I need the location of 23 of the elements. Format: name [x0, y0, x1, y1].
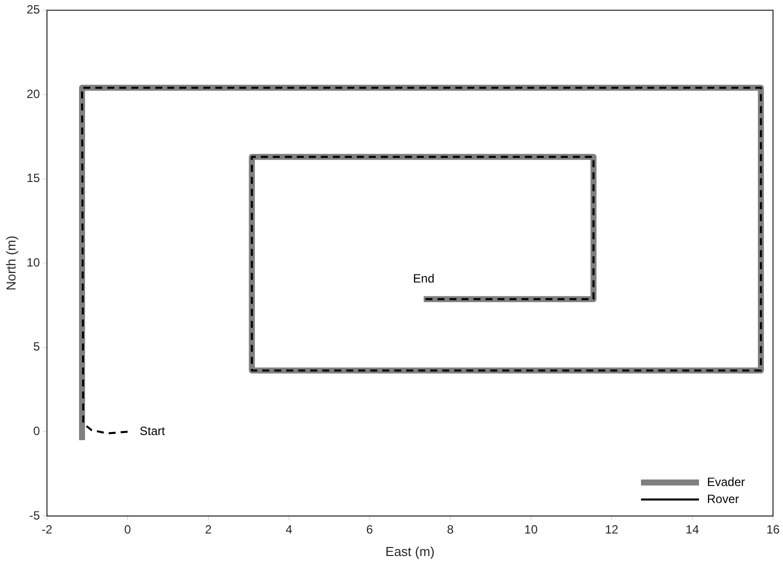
- x-tick-label: 16: [766, 522, 780, 537]
- x-axis-title: East (m): [385, 544, 435, 559]
- legend-label: Evader: [707, 474, 746, 489]
- x-tick-label: 8: [446, 522, 454, 537]
- x-tick-label: 0: [124, 522, 132, 537]
- x-tick-label: 6: [366, 522, 374, 537]
- y-tick-label: 0: [33, 424, 40, 438]
- annotation: Start: [140, 424, 166, 438]
- x-tick-label: 12: [604, 522, 619, 537]
- x-tick-label: -2: [42, 522, 53, 537]
- x-tick-label: 4: [286, 522, 293, 537]
- y-tick-label: 5: [33, 340, 40, 354]
- y-tick-label: 15: [26, 171, 40, 186]
- legend-label: Rover: [707, 492, 740, 506]
- y-tick-label: -5: [29, 508, 40, 522]
- y-tick-label: 10: [26, 255, 40, 270]
- annotation: End: [413, 271, 434, 286]
- y-axis-title: North (m): [3, 236, 18, 291]
- x-tick-label: 2: [204, 522, 212, 537]
- y-tick-label: 20: [26, 86, 40, 101]
- x-tick-label: 10: [524, 522, 538, 537]
- x-tick-label: 14: [686, 522, 700, 537]
- y-tick-label: 25: [26, 2, 40, 17]
